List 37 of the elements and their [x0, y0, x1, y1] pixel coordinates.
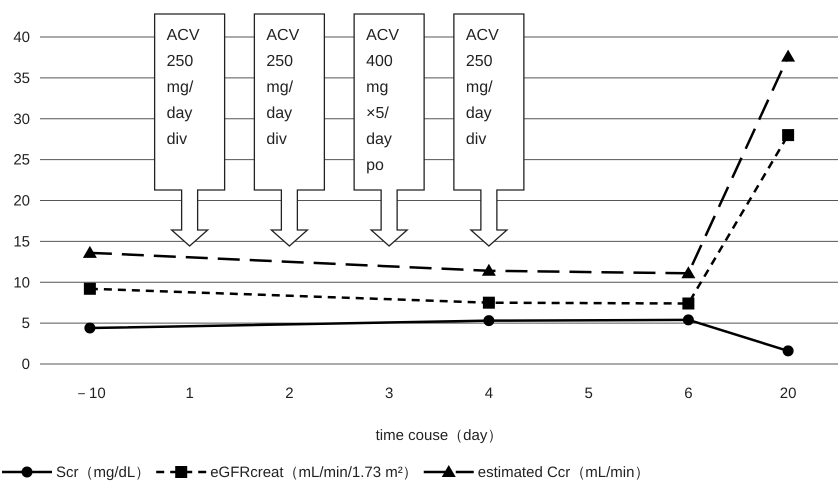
- annotation: ACV 250 mg/ day div: [466, 27, 500, 148]
- point: [682, 314, 694, 326]
- legend-label: estimated Ccr（mL/min）: [478, 464, 650, 481]
- x-tick-label: －10: [74, 385, 106, 402]
- y-tick-label: 35: [13, 70, 30, 87]
- x-tick-label: 3: [384, 385, 394, 402]
- point: [482, 264, 496, 276]
- legend-label: eGFRcreat（mL/min/1.73 m²）: [210, 464, 418, 481]
- annotation: ACV 250 mg/ day div: [166, 27, 200, 148]
- point: [681, 266, 696, 278]
- y-tick-label: 40: [13, 29, 30, 46]
- y-tick-label: 10: [13, 274, 30, 292]
- x-tick-label: 2: [285, 385, 294, 402]
- y-tick-label: 30: [13, 110, 30, 128]
- y-tick-label: 5: [22, 315, 30, 332]
- point: [782, 129, 794, 142]
- point: [682, 298, 694, 310]
- y-tick-label: 0: [22, 356, 30, 373]
- x-tick-label: 1: [185, 385, 194, 402]
- x-tick-label: 5: [584, 385, 593, 402]
- point: [483, 315, 494, 326]
- y-tick-label: 20: [13, 192, 30, 210]
- annotation: ACV 400 mg ×5/ day po: [366, 27, 400, 174]
- point: [82, 246, 97, 258]
- point: [782, 345, 794, 356]
- point: [84, 282, 96, 295]
- x-tick-label: 20: [780, 385, 796, 402]
- point: [482, 296, 495, 309]
- y-tick-label: 15: [13, 233, 30, 250]
- point: [781, 50, 796, 62]
- x-tick-label: 6: [684, 385, 693, 402]
- legend-label: Scr（mg/dL）: [56, 464, 150, 481]
- x-tick-label: 4: [484, 385, 494, 402]
- annotation: ACV 250 mg/ day div: [266, 27, 300, 148]
- y-tick-label: 25: [13, 152, 30, 169]
- point: [84, 322, 96, 334]
- x-axis-title: time couse（day）: [376, 427, 502, 444]
